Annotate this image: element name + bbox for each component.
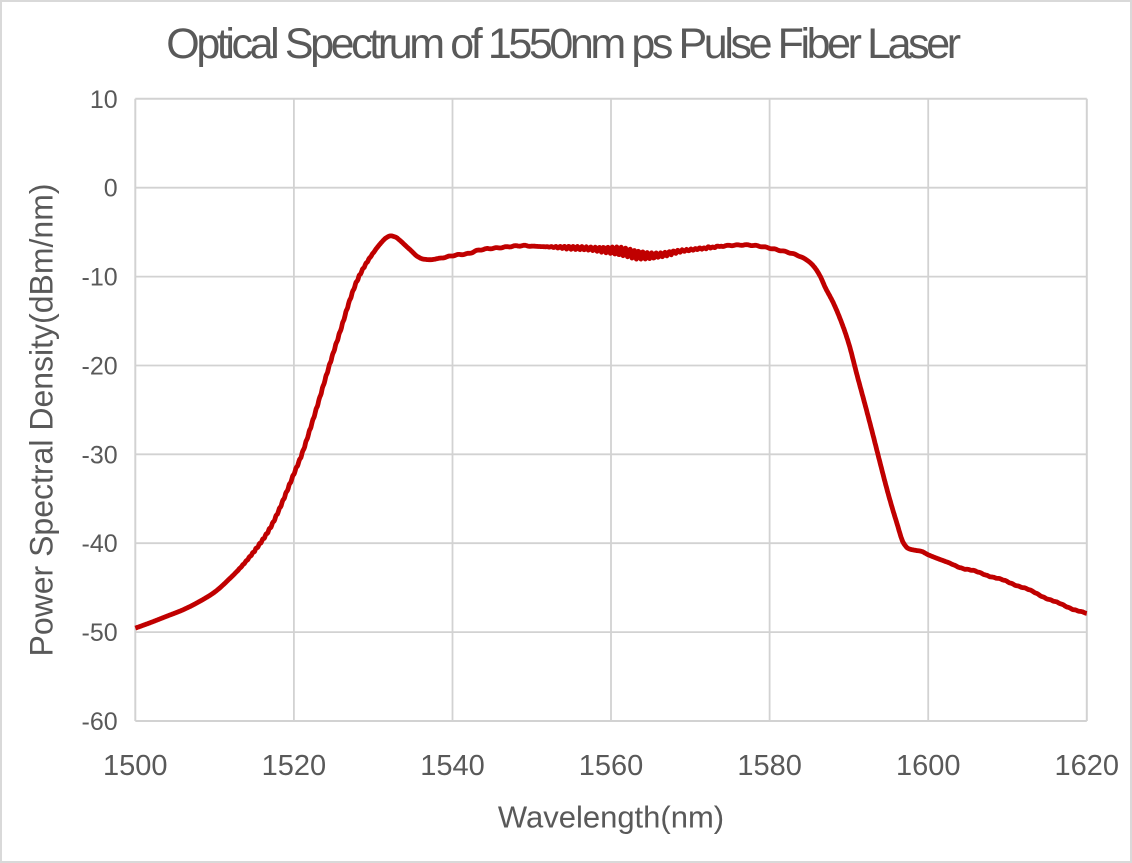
svg-text:0: 0 [104,175,118,203]
svg-text:1560: 1560 [579,750,644,782]
svg-text:10: 10 [90,86,118,114]
svg-text:-50: -50 [82,619,118,647]
svg-text:Optical Spectrum of 1550nm ps: Optical Spectrum of 1550nm ps Pulse Fibe… [166,20,961,68]
svg-text:1600: 1600 [896,750,961,782]
svg-text:-30: -30 [82,441,118,469]
svg-text:1500: 1500 [103,750,168,782]
svg-text:1540: 1540 [420,750,485,782]
svg-text:1580: 1580 [737,750,802,782]
svg-text:Wavelength(nm): Wavelength(nm) [498,800,724,835]
svg-text:1520: 1520 [262,750,327,782]
svg-text:-60: -60 [82,708,118,736]
svg-text:-10: -10 [82,264,118,292]
svg-text:1620: 1620 [1055,750,1120,782]
svg-text:-40: -40 [82,530,118,558]
svg-text:Power Spectral Density(dBm/nm): Power Spectral Density(dBm/nm) [24,183,60,656]
svg-text:-20: -20 [82,353,118,381]
